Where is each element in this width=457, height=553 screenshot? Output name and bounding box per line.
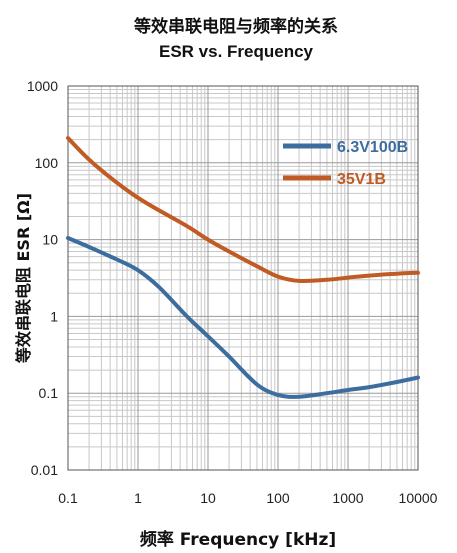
x-tick-label: 10000 — [399, 490, 438, 506]
y-tick-label: 0.1 — [39, 385, 59, 401]
y-tick-label: 1 — [50, 308, 58, 324]
x-tick-label: 1 — [134, 490, 142, 506]
legend-label: 35V1B — [337, 171, 386, 188]
x-tick-label: 0.1 — [58, 490, 78, 506]
plot-frame — [67, 85, 419, 471]
y-tick-label: 100 — [35, 155, 59, 171]
series-line-1 — [66, 136, 420, 284]
x-tick-label: 1000 — [332, 490, 363, 506]
y-tick-labels: 0.01 0.1 1 10 100 1000 — [27, 78, 58, 478]
chart-title: 等效串联电阻与频率的关系 — [134, 16, 338, 37]
series-lines — [66, 136, 420, 399]
x-tick-label: 100 — [266, 490, 290, 506]
y-axis-label: 等效串联电阻 ESR [Ω] — [14, 193, 33, 364]
legend: 6.3V100B 35V1B — [283, 139, 408, 188]
x-tick-labels: 0.1 1 10 100 1000 10000 — [58, 490, 437, 506]
minor-grid — [68, 86, 418, 470]
y-tick-label: 10 — [42, 232, 58, 248]
y-tick-label: 1000 — [27, 78, 58, 94]
series-line-0 — [66, 236, 420, 399]
x-axis-label: 频率 Frequency [kHz] — [140, 529, 336, 550]
legend-label: 6.3V100B — [337, 139, 408, 156]
chart-subtitle: ESR vs. Frequency — [159, 42, 314, 61]
x-tick-label: 10 — [200, 490, 216, 506]
y-tick-label: 0.01 — [31, 462, 58, 478]
